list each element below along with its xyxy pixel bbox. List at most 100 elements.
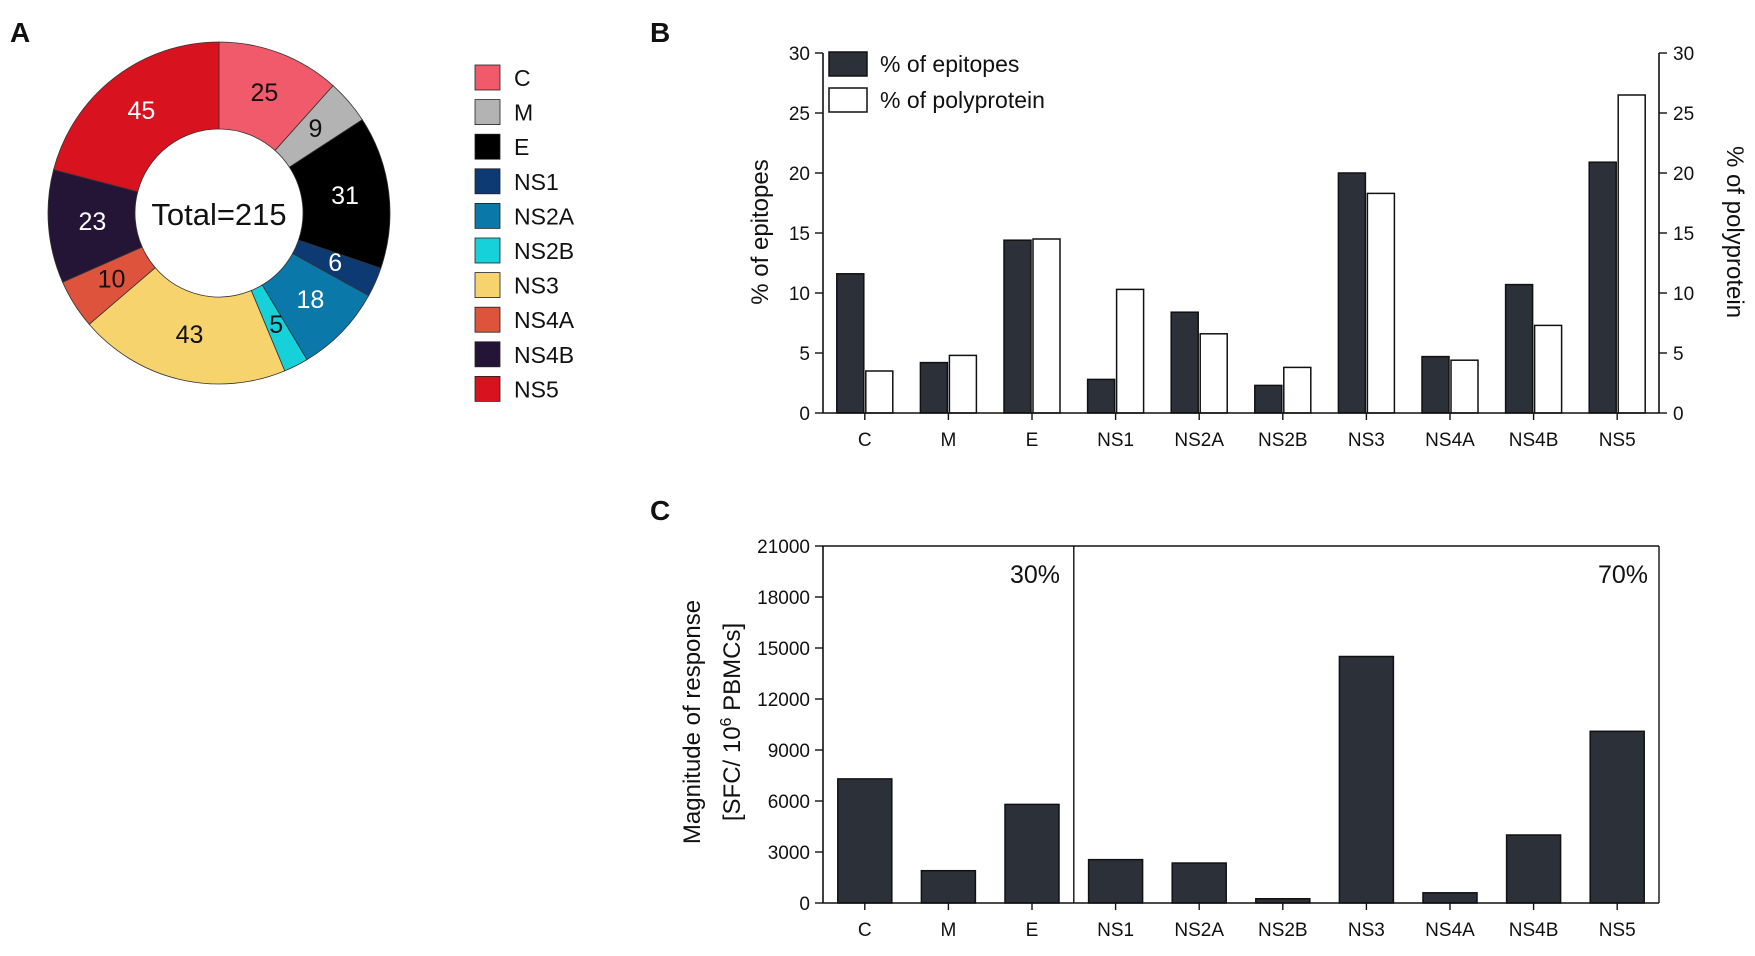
legend-swatch-ns2a xyxy=(474,202,501,229)
c-x-tick-label-ns2a: NS2A xyxy=(1174,920,1224,941)
b-y2-tick-label: 15 xyxy=(1673,224,1694,245)
b-bar-epitopes-ns2b xyxy=(1254,384,1283,414)
b-y2-tick-label: 20 xyxy=(1673,164,1694,185)
c-bar-ns5 xyxy=(1589,730,1645,904)
b-y2-tick-label: 25 xyxy=(1673,104,1694,125)
legend-label-ns5: NS5 xyxy=(514,376,559,402)
b-bar-polyprotein-ns4a xyxy=(1450,359,1479,414)
b-bar-epitopes-ns1 xyxy=(1086,378,1116,414)
c-x-tick-label-ns4b: NS4B xyxy=(1509,920,1559,941)
c-bar-e xyxy=(1004,803,1060,904)
b-y2-tick-label: 30 xyxy=(1673,44,1694,65)
epitope-polyprotein-bar-chart: 0 0 5 5 10 10 15 15 20 20 25 25 30 30 C M E NS1 NS2A NS2B NS… xyxy=(747,44,1748,451)
b-bar-epitopes-m xyxy=(919,361,949,414)
donut-slice-label-ns2a: 18 xyxy=(297,286,325,314)
legend-swatch-ns2b xyxy=(474,237,501,264)
c-axes: 0 3000 6000 9000 12000 15000 18000 21000 C M E NS1 N… xyxy=(757,537,1660,941)
b-y-tick-label: 15 xyxy=(789,224,810,245)
legend-label-polyprotein: % of polyprotein xyxy=(880,87,1045,113)
c-x-tick-label-ns3: NS3 xyxy=(1348,920,1385,941)
c-bar-m xyxy=(920,869,977,904)
b-y-tick-label: 20 xyxy=(789,164,810,185)
donut-slice-label-ns4a: 10 xyxy=(98,265,126,293)
donut-slice-labels: 25 9 31 618 5 43 10 23 45 xyxy=(79,79,359,349)
panel-letter-b: B xyxy=(650,17,670,48)
b-y-tick-label: 0 xyxy=(799,404,810,425)
b-bar-epitopes-ns4b xyxy=(1504,283,1534,414)
c-x-tick-label-m: M xyxy=(940,920,956,941)
c-y-tick-label: 12000 xyxy=(757,690,810,711)
b-bar-epitopes-ns5 xyxy=(1588,161,1617,414)
b-y-tick-label: 10 xyxy=(789,284,810,305)
c-y-tick-label: 3000 xyxy=(768,843,810,864)
c-x-tick-label-ns4a: NS4A xyxy=(1425,920,1475,941)
b-x-tick-label-ns4a: NS4A xyxy=(1425,430,1475,451)
c-y-axis-title-post: PBMCs] xyxy=(719,623,746,718)
b-bar-polyprotein-c xyxy=(865,370,894,414)
c-annotation-left: 30% xyxy=(1010,561,1060,589)
donut-slices xyxy=(47,41,391,385)
c-bar-ns2a xyxy=(1171,862,1227,904)
b-x-tick-label-ns4b: NS4B xyxy=(1509,430,1559,451)
b-bar-polyprotein-ns5 xyxy=(1617,94,1646,414)
legend-label-ns1: NS1 xyxy=(514,169,559,195)
donut-slice-label-ns3: 43 xyxy=(176,321,204,349)
b-bar-polyprotein-ns2b xyxy=(1283,366,1312,414)
response-magnitude-bar-chart: 0 3000 6000 9000 12000 15000 18000 21000 C M E NS1 N… xyxy=(679,537,1660,941)
donut-slice-ns5 xyxy=(53,41,220,193)
legend-swatch-ns4b xyxy=(474,341,501,368)
legend-swatch-c xyxy=(474,64,501,91)
c-x-tick-label-ns2b: NS2B xyxy=(1258,920,1308,941)
b-y-axis-title: % of epitopes xyxy=(747,159,774,304)
donut-center-label: Total=215 xyxy=(151,197,286,232)
b-bar-epitopes-c xyxy=(836,273,865,414)
c-bar-c xyxy=(837,778,893,904)
b-y-tick-label: 30 xyxy=(789,44,810,65)
donut-slice-label-e: 31 xyxy=(331,182,359,210)
b-bar-polyprotein-m xyxy=(948,354,978,414)
b-y-tick-label: 5 xyxy=(799,344,810,365)
donut-slice-label-ns2b: 5 xyxy=(269,311,283,339)
legend-swatch-ns1 xyxy=(474,168,501,195)
legend-label-ns4b: NS4B xyxy=(514,342,574,368)
b-x-tick-label-c: C xyxy=(858,430,872,451)
c-y-tick-label: 9000 xyxy=(768,741,810,762)
legend-label-ns2a: NS2A xyxy=(514,203,575,229)
b-bar-polyprotein-e xyxy=(1032,238,1061,414)
panel-letter-c: C xyxy=(650,495,670,526)
b-y2-tick-label: 10 xyxy=(1673,284,1694,305)
b-x-tick-label-ns3: NS3 xyxy=(1348,430,1385,451)
legend-label-ns2b: NS2B xyxy=(514,238,574,264)
b-bar-epitopes-ns3 xyxy=(1337,172,1367,414)
b-bar-polyprotein-ns2a xyxy=(1199,333,1228,414)
c-bars xyxy=(837,655,1645,904)
legend-label-c: C xyxy=(514,65,531,91)
legend-swatch-epitopes xyxy=(828,51,868,77)
donut-slice-label-ns5: 45 xyxy=(127,97,155,125)
legend-label-e: E xyxy=(514,134,529,160)
b-bar-polyprotein-ns1 xyxy=(1115,288,1145,414)
b-y-tick-label: 25 xyxy=(789,104,810,125)
b-y2-axis-title: % of polyprotein xyxy=(1721,146,1748,318)
b-bars xyxy=(836,94,1646,414)
b-axes: 0 0 5 5 10 10 15 15 20 20 25 25 30 30 C M E NS1 NS2A NS2B NS… xyxy=(789,44,1694,451)
donut-slice-label-m: 9 xyxy=(308,115,322,143)
donut-slice-ns3 xyxy=(88,267,286,385)
b-legend: % of epitopes % of polyprotein xyxy=(828,51,1045,113)
b-x-tick-label-ns2b: NS2B xyxy=(1258,430,1308,451)
b-y2-tick-label: 0 xyxy=(1673,404,1684,425)
donut-slice-label-ns4b: 23 xyxy=(79,208,107,236)
c-y-axis-title-sup: 6 xyxy=(718,717,735,726)
b-bar-epitopes-e xyxy=(1003,239,1032,414)
legend-swatch-e xyxy=(474,133,501,160)
c-y-axis-title-pre: [SFC/ 10 xyxy=(719,726,746,821)
donut-slice-e xyxy=(288,119,391,269)
donut-slice-label-c: 25 xyxy=(250,79,278,107)
legend-swatch-ns5 xyxy=(474,375,501,402)
b-y2-tick-label: 5 xyxy=(1673,344,1684,365)
legend-label-ns4a: NS4A xyxy=(514,307,575,333)
c-x-tick-label-c: C xyxy=(858,920,872,941)
b-bar-epitopes-ns2a xyxy=(1170,311,1199,414)
c-y-tick-label: 21000 xyxy=(757,537,810,558)
